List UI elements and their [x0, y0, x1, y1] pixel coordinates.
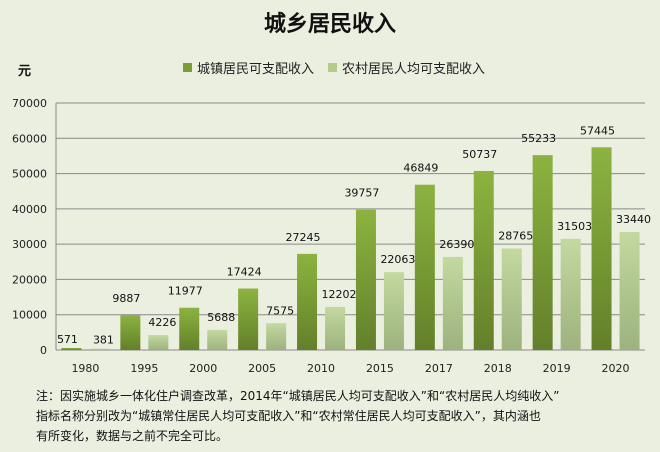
data-label-rural: 5688	[207, 311, 235, 324]
y-tick-label: 30000	[12, 238, 47, 251]
legend-swatch-urban	[183, 63, 192, 72]
x-tick-label: 2020	[602, 362, 630, 375]
x-tick-label: 2019	[543, 362, 571, 375]
bar-rural	[383, 272, 404, 350]
data-label-urban: 27245	[286, 231, 321, 244]
bar-urban	[414, 184, 435, 350]
data-label-urban: 571	[57, 333, 78, 346]
bar-rural	[560, 238, 581, 350]
bar-urban	[238, 288, 259, 350]
data-label-urban: 50737	[462, 148, 497, 161]
bar-rural	[148, 335, 169, 350]
y-tick-label: 0	[40, 344, 47, 357]
data-label-rural: 12202	[322, 288, 357, 301]
legend-label-rural: 农村居民人均可支配收入	[342, 62, 486, 77]
y-tick-label: 70000	[12, 97, 47, 110]
x-tick-label: 2000	[189, 362, 217, 375]
y-tick-label: 50000	[12, 168, 47, 181]
bar-rural	[442, 256, 463, 350]
y-tick-label: 40000	[12, 203, 47, 216]
bar-rural	[619, 232, 640, 350]
bar-urban	[473, 170, 494, 350]
y-tick-label: 60000	[12, 132, 47, 145]
data-label-rural: 31503	[557, 220, 592, 233]
data-label-rural: 7575	[266, 304, 294, 317]
x-tick-label: 2005	[248, 362, 276, 375]
chart-title: 城乡居民收入	[263, 11, 396, 37]
bar-urban	[532, 155, 553, 350]
bar-rural	[89, 348, 110, 350]
bar-chart: 0 10000 20000 30000 40000 50000 60000 70000 1980…	[12, 97, 651, 375]
bar-urban	[591, 147, 612, 350]
data-label-rural: 381	[93, 334, 114, 347]
data-label-rural: 33440	[616, 213, 651, 226]
bar-urban	[61, 347, 82, 350]
data-label-rural: 22063	[380, 253, 415, 266]
legend-swatch-rural	[328, 63, 338, 72]
data-label-urban: 57445	[580, 124, 615, 137]
bar-urban	[355, 209, 376, 350]
bar-urban	[179, 307, 200, 350]
legend-item-rural: 农村居民人均可支配收入	[328, 58, 485, 77]
footnote-line: 指标名称分别改为“城镇常住居民人均可支配收入”和“农村常住居民人均可支配收入”，…	[36, 409, 541, 423]
data-label-urban: 39757	[344, 187, 379, 200]
data-label-rural: 26390	[439, 238, 474, 251]
footnote-line: 注：因实施城乡一体化住户调查改革，2014年“城镇居民人均可支配收入”和“农村居…	[36, 389, 560, 403]
x-tick-label: 2017	[425, 362, 453, 375]
y-tick-label: 10000	[12, 309, 47, 322]
x-tick-label: 1995	[130, 362, 158, 375]
bar-urban	[297, 253, 318, 350]
bar-rural	[501, 248, 522, 350]
x-tick-label: 2015	[366, 362, 394, 375]
data-label-urban: 17424	[227, 266, 262, 279]
bar-rural	[325, 306, 346, 350]
bar-rural	[266, 323, 287, 350]
data-label-rural: 4226	[148, 316, 176, 329]
legend-item-urban: 城镇居民可支配收入	[183, 58, 314, 77]
footnote: 注：因实施城乡一体化住户调查改革，2014年“城镇居民人均可支配收入”和“农村居…	[36, 386, 656, 446]
data-label-rural: 28765	[498, 230, 533, 243]
data-label-urban: 46849	[403, 162, 438, 175]
x-tick-label: 2018	[484, 362, 512, 375]
x-tick-label: 2010	[307, 362, 335, 375]
data-label-urban: 11977	[168, 285, 203, 298]
y-tick-label: 20000	[12, 273, 47, 286]
legend: 城镇居民可支配收入 农村居民人均可支配收入	[183, 58, 485, 77]
data-label-urban: 55233	[521, 132, 556, 145]
data-label-urban: 9887	[112, 292, 140, 305]
x-tick-label: 1980	[71, 362, 99, 375]
footnote-line: 有所变化，数据与之前不完全可比。	[36, 429, 229, 443]
legend-label-urban: 城镇居民可支配收入	[197, 62, 315, 77]
y-axis-unit-label: 元	[18, 64, 32, 79]
bar-rural	[207, 329, 228, 350]
bar-urban	[120, 315, 141, 350]
